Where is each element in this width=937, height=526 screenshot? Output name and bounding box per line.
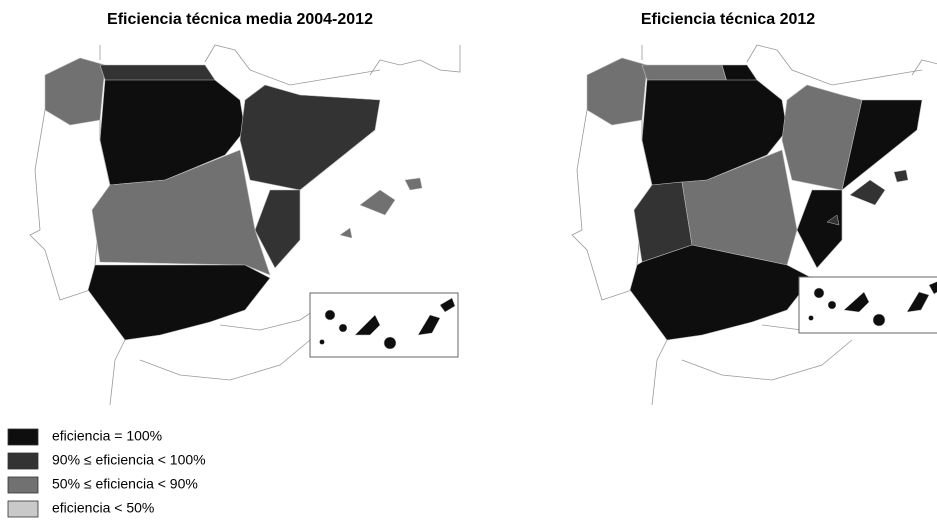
legend-swatch <box>7 428 39 446</box>
island <box>324 309 336 321</box>
border-lines <box>99 44 461 86</box>
valencia <box>254 189 301 269</box>
map-title: Eficiencia técnica 2012 <box>641 11 815 28</box>
baleares <box>339 227 353 239</box>
island <box>354 314 381 336</box>
baleares <box>359 189 396 216</box>
legend-swatch <box>7 476 39 494</box>
island <box>319 339 325 345</box>
map-right <box>571 44 937 406</box>
legend-swatch <box>7 452 39 470</box>
legend-label: 90% ≤ eficiencia < 100% <box>52 452 206 468</box>
galicia <box>44 57 106 126</box>
island <box>872 313 886 327</box>
legend-swatch <box>7 500 39 518</box>
castilla-leon <box>99 79 246 186</box>
legend: eficiencia = 100% 90% ≤ eficiencia < 100%… <box>7 428 206 518</box>
andalucia <box>629 244 813 341</box>
island <box>906 291 930 313</box>
baleares <box>849 179 886 206</box>
pais-vasco <box>721 64 758 83</box>
andalucia <box>87 264 271 341</box>
map-title: Eficiencia técnica media 2004-2012 <box>107 11 373 28</box>
island <box>827 300 837 310</box>
baleares <box>826 214 840 226</box>
canarias <box>808 281 937 327</box>
island <box>439 297 456 313</box>
aragon-cataluna <box>239 84 381 191</box>
island <box>928 281 937 295</box>
island <box>383 336 397 350</box>
island <box>813 287 825 299</box>
baleares <box>404 177 423 191</box>
baleares <box>893 169 909 183</box>
island <box>338 323 348 333</box>
galicia <box>586 57 648 126</box>
legend-label: 50% ≤ eficiencia < 90% <box>52 476 198 492</box>
island <box>843 291 870 313</box>
map-left <box>29 44 461 406</box>
centro <box>91 149 271 276</box>
valencia <box>796 189 843 269</box>
castilla-leon <box>641 79 788 186</box>
canarias <box>319 297 456 350</box>
border-lines <box>641 44 937 86</box>
cataluna <box>841 99 923 191</box>
island <box>417 314 441 336</box>
legend-label: eficiencia < 50% <box>52 500 154 516</box>
island <box>808 315 814 321</box>
legend-label: eficiencia = 100% <box>52 428 162 444</box>
